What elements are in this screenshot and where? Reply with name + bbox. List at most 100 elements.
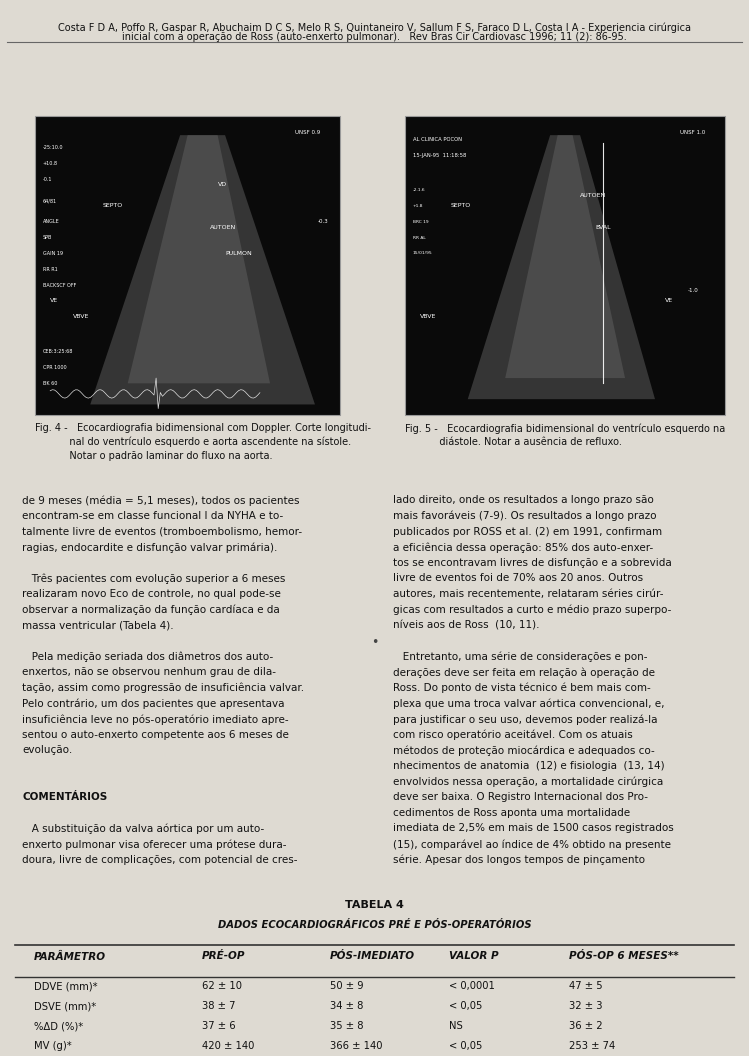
Polygon shape — [505, 135, 625, 378]
Text: massa ventricular (Tabela 4).: massa ventricular (Tabela 4). — [22, 620, 174, 630]
Text: cedimentos de Ross aponta uma mortalidade: cedimentos de Ross aponta uma mortalidad… — [393, 808, 631, 817]
Text: VALOR P: VALOR P — [449, 951, 499, 961]
Text: inicial com a operação de Ross (auto-enxerto pulmonar).   ​Rev Bras Cir Cardiova: inicial com a operação de Ross (auto-enx… — [122, 32, 627, 41]
Text: A substituição da valva aórtica por um auto-: A substituição da valva aórtica por um a… — [22, 824, 264, 834]
Text: < 0,05: < 0,05 — [449, 1001, 483, 1011]
Text: Fig. 4 -   Ecocardiografia bidimensional com Doppler. Corte longitudi-
         : Fig. 4 - Ecocardiografia bidimensional c… — [35, 423, 372, 460]
Text: -1.0: -1.0 — [688, 288, 698, 293]
Text: plexa que uma troca valvar aórtica convencional, e,: plexa que uma troca valvar aórtica conve… — [393, 698, 664, 709]
Text: para justificar o seu uso, devemos poder realizá-la: para justificar o seu uso, devemos poder… — [393, 714, 658, 724]
Text: 15/01/95: 15/01/95 — [413, 251, 432, 256]
Text: 35 ± 8: 35 ± 8 — [330, 1021, 363, 1031]
Text: enxerto pulmonar visa oferecer uma prótese dura-: enxerto pulmonar visa oferecer uma próte… — [22, 840, 287, 850]
Text: MV (g)*: MV (g)* — [34, 1041, 71, 1051]
Text: UNSF 1.0: UNSF 1.0 — [680, 130, 706, 134]
Text: realizaram novo Eco de controle, no qual pode-se: realizaram novo Eco de controle, no qual… — [22, 589, 282, 599]
Text: 37 ± 6: 37 ± 6 — [202, 1021, 236, 1031]
Text: PÓS-IMEDIATO: PÓS-IMEDIATO — [330, 951, 415, 961]
Text: insuficiência leve no pós-operatório imediato apre-: insuficiência leve no pós-operatório ime… — [22, 714, 289, 724]
Text: com risco operatório aceitável. Com os atuais: com risco operatório aceitável. Com os a… — [393, 730, 633, 740]
Text: 32 ± 3: 32 ± 3 — [569, 1001, 603, 1011]
Text: Entretanto, uma série de considerações e pon-: Entretanto, uma série de considerações e… — [393, 652, 648, 662]
Text: Pelo contrário, um dos pacientes que apresentava: Pelo contrário, um dos pacientes que apr… — [22, 698, 285, 709]
Text: PRÉ-OP: PRÉ-OP — [202, 951, 246, 961]
Text: +1.8: +1.8 — [413, 204, 423, 208]
Text: AUTOEN: AUTOEN — [210, 225, 237, 229]
Text: GAIN 19: GAIN 19 — [43, 251, 63, 256]
Text: -0.3: -0.3 — [318, 220, 328, 224]
Text: Costa F D A, Poffo R, Gaspar R, Abuchaim D C S, Melo R S, Quintaneiro V, Sallum : Costa F D A, Poffo R, Gaspar R, Abuchaim… — [58, 22, 691, 33]
Text: 47 ± 5: 47 ± 5 — [569, 981, 603, 991]
Text: VD: VD — [217, 183, 227, 187]
Text: TABELA 4: TABELA 4 — [345, 900, 404, 909]
Text: (15), comparável ao índice de 4% obtido na presente: (15), comparável ao índice de 4% obtido … — [393, 840, 671, 850]
Text: 62 ± 10: 62 ± 10 — [202, 981, 242, 991]
Text: +10.8: +10.8 — [43, 162, 58, 166]
Text: Três pacientes com evolução superior a 6 meses: Três pacientes com evolução superior a 6… — [22, 573, 286, 584]
Text: ANGLE: ANGLE — [43, 220, 59, 224]
Text: doura, livre de complicações, com potencial de cres-: doura, livre de complicações, com potenc… — [22, 854, 298, 865]
Text: %ΔD (%)*: %ΔD (%)* — [34, 1021, 83, 1031]
Text: SEPTO: SEPTO — [450, 204, 470, 208]
Text: ragias, endocardite e disfunção valvar primária).: ragias, endocardite e disfunção valvar p… — [22, 542, 278, 552]
Text: série. Apesar dos longos tempos de pinçamento: série. Apesar dos longos tempos de pinça… — [393, 854, 645, 865]
Text: encontram-se em classe funcional I da NYHA e to-: encontram-se em classe funcional I da NY… — [22, 511, 284, 521]
Text: tos se encontravam livres de disfunção e a sobrevida: tos se encontravam livres de disfunção e… — [393, 558, 672, 568]
Text: UNSF 0.9: UNSF 0.9 — [295, 130, 321, 134]
Text: RR AL: RR AL — [413, 235, 425, 240]
Text: SEPTO: SEPTO — [103, 204, 123, 208]
Text: Pela medição seriada dos diâmetros dos auto-: Pela medição seriada dos diâmetros dos a… — [22, 652, 273, 662]
Text: derações deve ser feita em relação à operação de: derações deve ser feita em relação à ope… — [393, 667, 655, 678]
Text: 253 ± 74: 253 ± 74 — [569, 1041, 616, 1051]
Text: deve ser baixa. O Registro Internacional dos Pro-: deve ser baixa. O Registro Internacional… — [393, 792, 648, 803]
Text: Ross. Do ponto de vista técnico é bem mais com-: Ross. Do ponto de vista técnico é bem ma… — [393, 683, 651, 694]
Text: 15-JAN-95  11:18:58: 15-JAN-95 11:18:58 — [413, 153, 466, 157]
Text: BRC 19: BRC 19 — [413, 220, 428, 224]
Text: evolução.: evolução. — [22, 746, 73, 755]
Text: lado direito, onde os resultados a longo prazo são: lado direito, onde os resultados a longo… — [393, 495, 654, 505]
Bar — [405, 116, 725, 415]
Text: -2.1.6: -2.1.6 — [413, 188, 425, 192]
Text: níveis aos de Ross  (10, 11).: níveis aos de Ross (10, 11). — [393, 620, 540, 630]
Text: 38 ± 7: 38 ± 7 — [202, 1001, 236, 1011]
Text: < 0,0001: < 0,0001 — [449, 981, 495, 991]
Text: 36 ± 2: 36 ± 2 — [569, 1021, 603, 1031]
Text: •: • — [371, 636, 378, 649]
Text: PULMON: PULMON — [225, 251, 252, 256]
Text: Fig. 5 -   Ecocardiografia bidimensional do ventrículo esquerdo na
           di: Fig. 5 - Ecocardiografia bidimensional d… — [405, 423, 726, 447]
Text: PÓS-OP 6 MESES**: PÓS-OP 6 MESES** — [569, 951, 679, 961]
Polygon shape — [467, 135, 655, 399]
Text: livre de eventos foi de 70% aos 20 anos. Outros: livre de eventos foi de 70% aos 20 anos.… — [393, 573, 643, 583]
Text: sentou o auto-enxerto competente aos 6 meses de: sentou o auto-enxerto competente aos 6 m… — [22, 730, 289, 739]
Text: nhecimentos de anatomia  (12) e fisiologia  (13, 14): nhecimentos de anatomia (12) e fisiologi… — [393, 761, 665, 771]
Text: enxertos, não se observou nenhum grau de dila-: enxertos, não se observou nenhum grau de… — [22, 667, 276, 677]
Text: VE: VE — [50, 299, 58, 303]
Text: CEB:3:25:68: CEB:3:25:68 — [43, 350, 73, 354]
Text: métodos de proteção miocárdica e adequados co-: métodos de proteção miocárdica e adequad… — [393, 746, 655, 756]
Text: tação, assim como progressão de insuficiência valvar.: tação, assim como progressão de insufici… — [22, 683, 305, 694]
Text: envolvidos nessa operação, a mortalidade cirúrgica: envolvidos nessa operação, a mortalidade… — [393, 776, 664, 787]
Text: talmente livre de eventos (tromboembolismo, hemor-: talmente livre de eventos (tromboembolis… — [22, 527, 303, 536]
Text: imediata de 2,5% em mais de 1500 casos registrados: imediata de 2,5% em mais de 1500 casos r… — [393, 824, 674, 833]
Text: VBVE: VBVE — [73, 315, 89, 319]
Text: SPB: SPB — [43, 235, 52, 240]
Bar — [35, 116, 340, 415]
Text: BK 60: BK 60 — [43, 381, 57, 385]
Text: DDVE (mm)*: DDVE (mm)* — [34, 981, 97, 991]
Text: DSVE (mm)*: DSVE (mm)* — [34, 1001, 96, 1011]
Text: de 9 meses (média = 5,1 meses), todos os pacientes: de 9 meses (média = 5,1 meses), todos os… — [22, 495, 300, 506]
Text: BVAL: BVAL — [595, 225, 610, 229]
Text: publicados por ROSS et al. (2) em 1991, confirmam: publicados por ROSS et al. (2) em 1991, … — [393, 527, 662, 536]
Text: AUTOEN: AUTOEN — [580, 193, 607, 197]
Text: 34 ± 8: 34 ± 8 — [330, 1001, 363, 1011]
Text: a eficiência dessa operação: 85% dos auto-enxer-: a eficiência dessa operação: 85% dos aut… — [393, 542, 653, 552]
Polygon shape — [127, 135, 270, 383]
Text: COMENTÁRIOS: COMENTÁRIOS — [22, 792, 108, 803]
Text: VE: VE — [665, 299, 673, 303]
Text: AL CLINICA POCON: AL CLINICA POCON — [413, 137, 461, 142]
Text: NS: NS — [449, 1021, 463, 1031]
Text: 420 ± 140: 420 ± 140 — [202, 1041, 255, 1051]
Text: CPR 1000: CPR 1000 — [43, 365, 67, 370]
Text: PARÂMETRO: PARÂMETRO — [34, 951, 106, 962]
Text: mais favoráveis (7-9). Os resultados a longo prazo: mais favoráveis (7-9). Os resultados a l… — [393, 511, 657, 522]
